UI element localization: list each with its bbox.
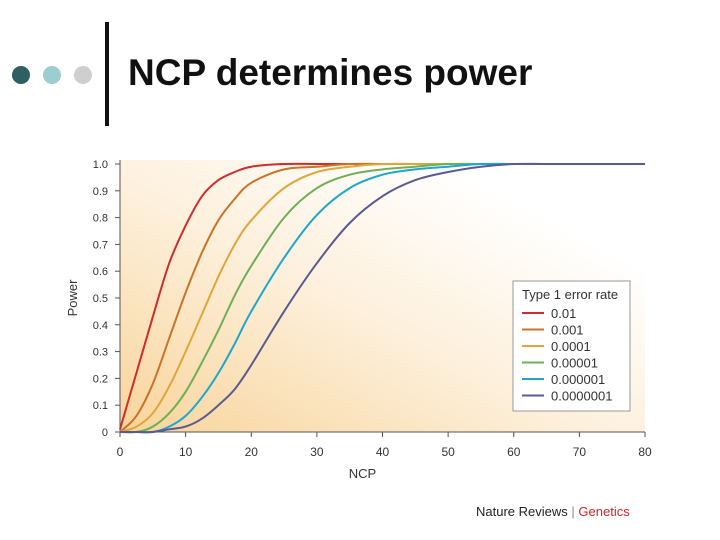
legend-title: Type 1 error rate xyxy=(522,287,618,302)
x-tick-label: 30 xyxy=(310,445,324,459)
legend-entry-0: 0.01 xyxy=(551,306,576,321)
x-tick-label: 0 xyxy=(117,445,124,459)
x-tick-label: 80 xyxy=(638,445,652,459)
x-tick-label: 50 xyxy=(441,445,455,459)
credit-journal: Nature Reviews xyxy=(476,504,568,519)
y-tick-label: 0.7 xyxy=(93,239,108,251)
legend-entry-3: 0.00001 xyxy=(551,356,598,371)
legend-entry-4: 0.000001 xyxy=(551,372,605,387)
legend-entry-2: 0.0001 xyxy=(551,339,591,354)
title-divider xyxy=(105,22,109,126)
legend: Type 1 error rate0.010.0010.00010.000010… xyxy=(512,280,631,412)
x-tick-label: 10 xyxy=(179,445,193,459)
series-line-5 xyxy=(119,162,645,434)
source-credit: Nature Reviews | Genetics xyxy=(476,504,630,519)
y-tick-label: 0.5 xyxy=(93,293,108,305)
credit-section: Genetics xyxy=(578,504,630,519)
slide-title: NCP determines power xyxy=(128,52,533,93)
bullet-dot-light xyxy=(43,66,61,84)
y-tick-label: 0.9 xyxy=(93,186,108,198)
y-axis-label: Power xyxy=(65,279,80,317)
legend-entry-5: 0.0000001 xyxy=(551,389,612,404)
x-axis-label: NCP xyxy=(349,466,376,481)
y-tick-label: 0.1 xyxy=(93,400,108,412)
x-tick-label: 40 xyxy=(376,445,390,459)
y-tick-label: 0 xyxy=(102,427,108,439)
y-tick-label: 0.4 xyxy=(93,320,108,332)
credit-separator: | xyxy=(571,504,575,519)
legend-entry-1: 0.001 xyxy=(551,323,584,338)
x-tick-label: 20 xyxy=(245,445,259,459)
bullet-dot-gray xyxy=(74,66,92,84)
x-tick-label: 70 xyxy=(573,445,587,459)
y-tick-label: 0.2 xyxy=(93,373,108,385)
x-tick-label: 60 xyxy=(507,445,521,459)
y-tick-label: 0.8 xyxy=(93,213,108,225)
bullet-dot-dark xyxy=(12,66,30,84)
y-tick-label: 1.0 xyxy=(93,159,108,171)
y-tick-label: 0.6 xyxy=(93,266,108,278)
y-tick-label: 0.3 xyxy=(93,347,108,359)
